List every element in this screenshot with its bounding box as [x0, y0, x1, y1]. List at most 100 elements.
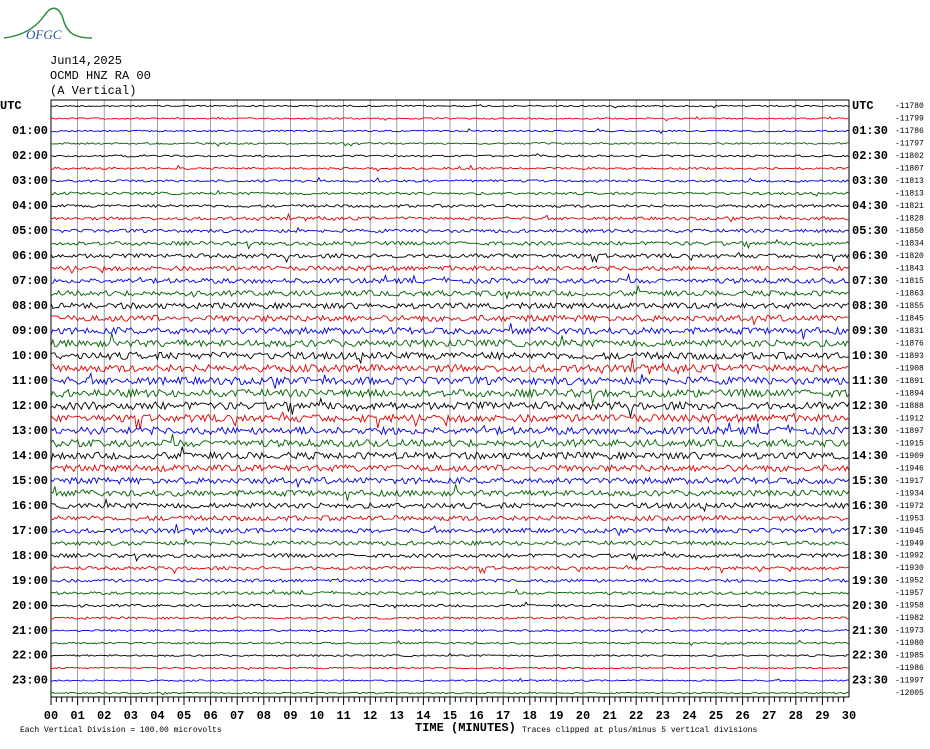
- left-label: 17:00: [12, 524, 48, 538]
- right-label: 10:30: [852, 349, 888, 363]
- left-label: 07:00: [12, 274, 48, 288]
- trace-value: -11813: [895, 177, 924, 186]
- trace-value: -11917: [895, 477, 924, 486]
- x-tick-label: 08: [257, 709, 271, 723]
- trace: [50, 411, 850, 430]
- component: (A Vertical): [50, 84, 136, 98]
- x-tick-label: 13: [390, 709, 404, 723]
- left-label: 11:00: [12, 374, 48, 388]
- trace-value: -11876: [895, 339, 924, 348]
- x-tick-label: 09: [283, 709, 297, 723]
- trace-value: -11982: [895, 614, 924, 623]
- trace-value: -11945: [895, 527, 924, 536]
- trace: [50, 238, 850, 250]
- trace: [50, 284, 850, 300]
- right-label: 02:30: [852, 149, 888, 163]
- x-tick-label: 11: [336, 709, 350, 723]
- trace: [50, 323, 850, 340]
- x-tick-label: 07: [230, 709, 244, 723]
- trace-value: -11797: [895, 140, 924, 149]
- right-label: 13:30: [852, 424, 888, 438]
- right-label: 18:30: [852, 549, 888, 563]
- left-label: 22:00: [12, 649, 48, 663]
- trace-value: -11888: [895, 402, 924, 411]
- trace: [50, 551, 850, 562]
- trace-value: -11897: [895, 427, 924, 436]
- left-label: 20:00: [12, 599, 48, 613]
- trace-value: -11821: [895, 202, 924, 211]
- trace-value: -11780: [895, 102, 924, 111]
- right-label: 07:30: [852, 274, 888, 288]
- trace: [50, 482, 850, 501]
- logo-curve: [3, 7, 93, 39]
- trace-value: -11802: [895, 152, 924, 161]
- x-tick-label: 15: [443, 709, 457, 723]
- x-tick-label: 04: [150, 709, 164, 723]
- trace: [50, 514, 850, 522]
- trace-value: -11845: [895, 314, 924, 323]
- trace: [50, 463, 850, 473]
- left-label: 16:00: [12, 499, 48, 513]
- trace: [50, 333, 850, 349]
- trace: [51, 153, 850, 158]
- trace-value: -11952: [895, 577, 924, 586]
- trace-value: -11930: [895, 564, 924, 573]
- right-label: 06:30: [852, 249, 888, 263]
- left-label: 06:00: [12, 249, 48, 263]
- trace-value: -11831: [895, 327, 924, 336]
- trace-value: -12005: [895, 689, 924, 698]
- trace-value: -11815: [895, 277, 924, 286]
- trace: [50, 476, 850, 489]
- x-tick-label: 14: [416, 709, 430, 723]
- trace: [50, 251, 850, 264]
- x-tick-label: 02: [97, 709, 111, 723]
- left-label: 15:00: [12, 474, 48, 488]
- x-tick-label: 23: [656, 709, 670, 723]
- right-label: 19:30: [852, 574, 888, 588]
- x-tick-label: 19: [549, 709, 563, 723]
- trace-value: -11972: [895, 502, 924, 511]
- right-label: 16:30: [852, 499, 888, 513]
- right-label: 05:30: [852, 224, 888, 238]
- x-tick-label: 28: [789, 709, 803, 723]
- trace: [51, 357, 850, 376]
- trace: [50, 371, 850, 389]
- trace-value: -11834: [895, 239, 924, 248]
- trace: [50, 115, 850, 122]
- right-label: 09:30: [852, 324, 888, 338]
- trace-value: -11828: [895, 215, 924, 224]
- left-label: 04:00: [12, 199, 48, 213]
- left-label: 10:00: [12, 349, 48, 363]
- right-label: 20:30: [852, 599, 888, 613]
- plot-border: [50, 99, 850, 698]
- trace: [50, 176, 850, 183]
- trace: [51, 666, 850, 671]
- right-label: 11:30: [852, 374, 888, 388]
- date: Jun14,2025: [50, 54, 122, 68]
- left-label: 14:00: [12, 449, 48, 463]
- trace: [50, 189, 850, 197]
- trace: [50, 212, 849, 223]
- trace-value: -11973: [895, 627, 924, 636]
- trace-value: -11915: [895, 439, 924, 448]
- right-label: 12:30: [852, 399, 888, 413]
- x-tick-label: 20: [576, 709, 590, 723]
- x-tick-label: 00: [44, 709, 58, 723]
- x-tick-label: 30: [842, 709, 856, 723]
- trace: [50, 691, 850, 696]
- trace-value: -11957: [895, 589, 924, 598]
- trace-value: -11786: [895, 127, 924, 136]
- x-tick-label: 26: [735, 709, 749, 723]
- trace-value: -11985: [895, 652, 924, 661]
- trace-value: -11912: [895, 414, 924, 423]
- trace: [50, 628, 850, 634]
- trace-value: -11843: [895, 264, 924, 273]
- left-label: 23:00: [12, 674, 48, 688]
- trace-value: -11850: [895, 227, 924, 236]
- trace: [50, 564, 849, 575]
- trace-value: -11980: [895, 639, 924, 648]
- trace: [50, 446, 850, 463]
- x-axis-title: TIME (MINUTES): [415, 721, 516, 735]
- right-label: 17:30: [852, 524, 888, 538]
